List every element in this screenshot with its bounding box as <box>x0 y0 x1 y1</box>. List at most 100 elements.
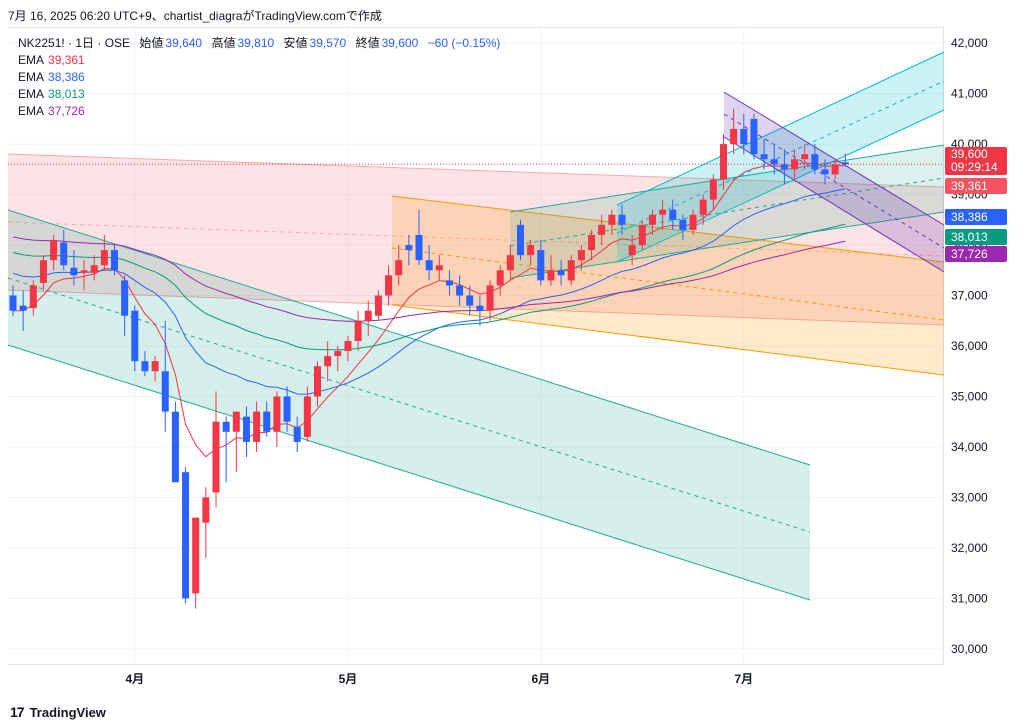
candle[interactable] <box>791 159 799 170</box>
symbol-label[interactable]: NK2251! · 1日 · OSE <box>18 36 131 50</box>
ema-line[interactable] <box>12 236 846 322</box>
candle[interactable] <box>557 270 565 276</box>
candle[interactable] <box>435 265 443 271</box>
candle[interactable] <box>303 396 311 437</box>
candle[interactable] <box>364 310 372 321</box>
candle[interactable] <box>821 169 829 175</box>
candle[interactable] <box>374 295 382 316</box>
candle[interactable] <box>334 351 342 357</box>
candle[interactable] <box>445 280 453 286</box>
ema-legend-2[interactable]: EMA 38,386 <box>18 69 500 86</box>
candle[interactable] <box>608 214 616 225</box>
candle[interactable] <box>273 396 281 432</box>
candle[interactable] <box>242 416 250 442</box>
candle[interactable] <box>293 426 301 442</box>
candle[interactable] <box>29 285 37 309</box>
candle[interactable] <box>476 305 484 311</box>
candle[interactable] <box>151 361 159 372</box>
candle[interactable] <box>750 118 758 155</box>
candle[interactable] <box>60 242 68 266</box>
candle[interactable] <box>192 517 200 594</box>
candle[interactable] <box>131 310 139 362</box>
candle[interactable] <box>314 366 321 397</box>
candle[interactable] <box>537 250 545 281</box>
candle[interactable] <box>100 250 108 266</box>
candle[interactable] <box>344 340 352 352</box>
candle[interactable] <box>669 209 677 220</box>
candle[interactable] <box>121 280 129 316</box>
candle[interactable] <box>638 224 646 246</box>
candle[interactable] <box>730 128 738 145</box>
candle[interactable] <box>9 295 17 311</box>
orange-channel-upper-line <box>391 195 945 263</box>
candle[interactable] <box>456 285 464 296</box>
candle[interactable] <box>567 260 575 281</box>
candle[interactable] <box>506 255 514 271</box>
candle[interactable] <box>161 371 169 412</box>
cyan-channel-upper-line <box>616 51 945 206</box>
candle[interactable] <box>111 250 118 271</box>
cyan-channel[interactable] <box>617 52 944 262</box>
candle[interactable] <box>811 154 819 170</box>
candle[interactable] <box>517 224 524 256</box>
candle[interactable] <box>283 396 291 422</box>
candle[interactable] <box>588 234 596 251</box>
purple-channel[interactable] <box>724 92 944 272</box>
candle[interactable] <box>182 472 190 599</box>
candle[interactable] <box>354 320 362 341</box>
ema-line[interactable] <box>12 188 846 395</box>
candle[interactable] <box>699 199 707 215</box>
candle[interactable] <box>527 245 535 256</box>
candle[interactable] <box>425 260 433 271</box>
candle[interactable] <box>141 361 149 372</box>
candle[interactable] <box>628 245 636 256</box>
candle[interactable] <box>90 265 98 273</box>
tradingview-logo[interactable]: 17 TradingView <box>10 704 106 720</box>
candle[interactable] <box>486 285 494 311</box>
candle[interactable] <box>385 275 393 296</box>
ema-line[interactable] <box>13 162 846 458</box>
ema-line[interactable] <box>12 223 846 351</box>
candle[interactable] <box>648 214 656 225</box>
candle[interactable] <box>395 260 403 276</box>
orange-channel[interactable] <box>392 196 944 375</box>
candle[interactable] <box>770 159 778 165</box>
candle[interactable] <box>253 411 261 442</box>
candle[interactable] <box>202 497 210 523</box>
candle[interactable] <box>547 270 555 281</box>
candle[interactable] <box>496 270 504 286</box>
candle[interactable] <box>709 179 717 200</box>
candle[interactable] <box>780 164 788 170</box>
candle[interactable] <box>801 154 809 160</box>
ema-legend-3[interactable]: EMA 38,013 <box>18 86 500 103</box>
candle[interactable] <box>324 356 332 367</box>
candle[interactable] <box>577 250 585 261</box>
candle[interactable] <box>171 411 179 483</box>
ema-legend-1[interactable]: EMA 39,361 <box>18 52 500 69</box>
candle[interactable] <box>831 164 839 175</box>
candle[interactable] <box>841 162 849 165</box>
candle[interactable] <box>618 214 626 225</box>
ema-legend-4[interactable]: EMA 37,726 <box>18 103 500 120</box>
candle[interactable] <box>19 305 27 311</box>
candle[interactable] <box>466 295 474 306</box>
candle[interactable] <box>760 154 768 160</box>
candle[interactable] <box>689 214 697 230</box>
candle[interactable] <box>39 260 47 283</box>
teal-channel[interactable] <box>8 210 810 600</box>
candle[interactable] <box>212 421 220 493</box>
candle[interactable] <box>415 234 423 261</box>
candle[interactable] <box>598 224 606 235</box>
candle[interactable] <box>70 267 78 276</box>
candle[interactable] <box>232 411 240 432</box>
candle[interactable] <box>222 421 230 432</box>
candle[interactable] <box>263 411 271 432</box>
candle[interactable] <box>679 219 687 230</box>
candle[interactable] <box>720 144 727 180</box>
candle[interactable] <box>50 240 58 261</box>
candle[interactable] <box>80 270 88 273</box>
candle[interactable] <box>659 209 667 215</box>
candle[interactable] <box>405 245 413 251</box>
candle[interactable] <box>740 128 748 145</box>
